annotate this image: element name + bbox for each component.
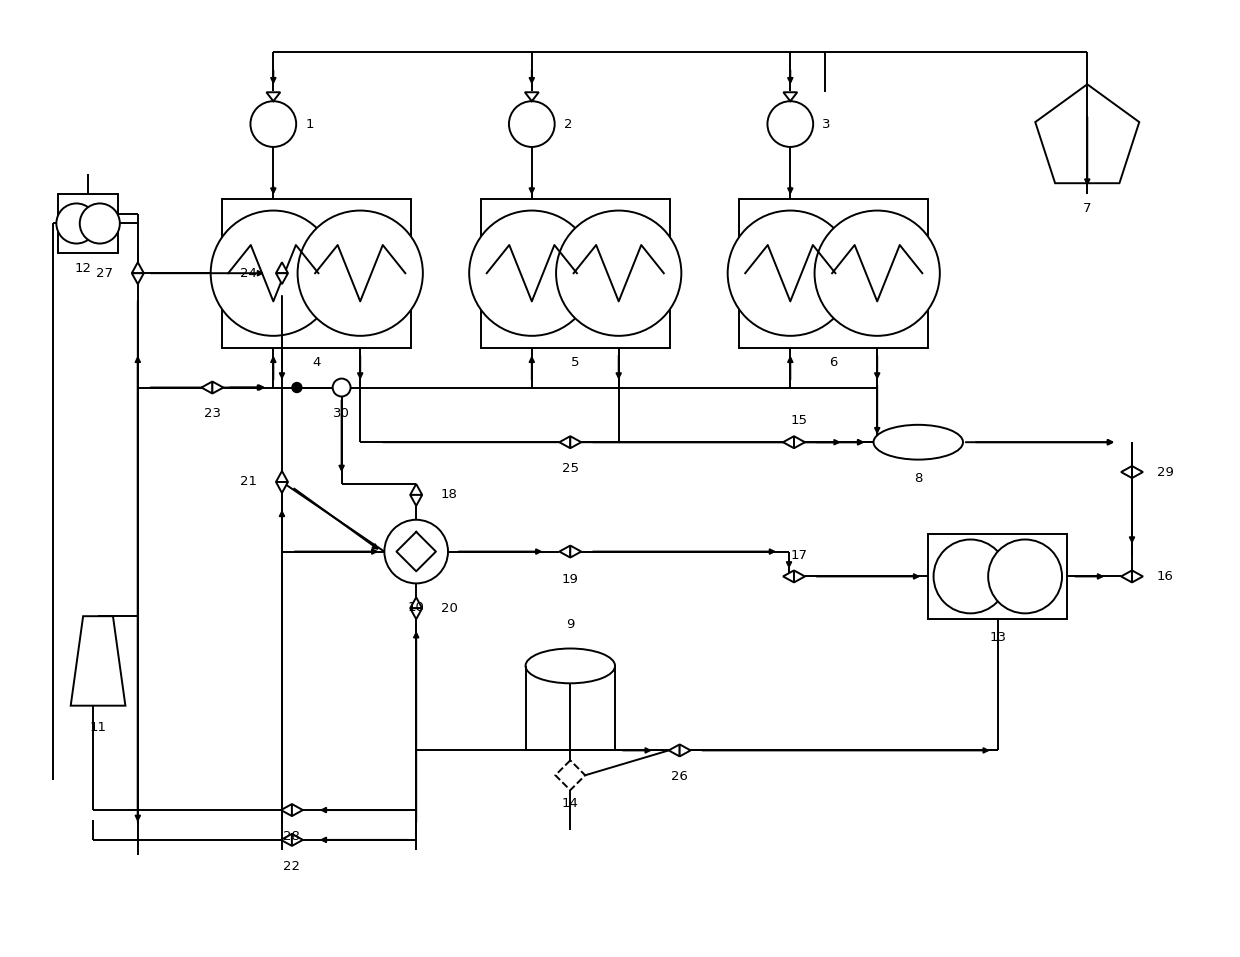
Text: 12: 12: [74, 261, 92, 275]
Text: 26: 26: [671, 770, 688, 783]
Polygon shape: [1035, 84, 1140, 183]
Text: 13: 13: [990, 631, 1007, 644]
Text: 30: 30: [334, 408, 350, 420]
Text: 24: 24: [241, 267, 257, 279]
Polygon shape: [559, 545, 570, 558]
Text: 17: 17: [790, 548, 807, 562]
Circle shape: [988, 540, 1061, 613]
Text: 11: 11: [89, 721, 107, 734]
Polygon shape: [277, 262, 288, 273]
Circle shape: [332, 379, 351, 396]
Circle shape: [250, 101, 296, 147]
Text: 25: 25: [562, 462, 579, 475]
Polygon shape: [1121, 466, 1132, 478]
Circle shape: [211, 211, 336, 336]
Polygon shape: [410, 484, 422, 495]
Polygon shape: [277, 471, 288, 482]
Polygon shape: [559, 436, 570, 448]
Bar: [222, 199, 412, 347]
Text: 10: 10: [408, 601, 424, 614]
Text: 20: 20: [441, 602, 458, 614]
Text: 29: 29: [1157, 465, 1174, 478]
Polygon shape: [782, 570, 794, 583]
Polygon shape: [71, 616, 125, 705]
Polygon shape: [1132, 570, 1143, 583]
Polygon shape: [277, 273, 288, 284]
Polygon shape: [131, 262, 144, 273]
Circle shape: [768, 101, 813, 147]
Polygon shape: [212, 382, 223, 393]
Bar: [481, 199, 670, 347]
Polygon shape: [410, 597, 422, 609]
Circle shape: [291, 383, 301, 392]
Polygon shape: [281, 804, 291, 816]
Circle shape: [469, 211, 594, 336]
Circle shape: [728, 211, 853, 336]
Text: 15: 15: [790, 414, 807, 427]
Polygon shape: [291, 834, 303, 846]
Text: 21: 21: [241, 476, 257, 488]
Polygon shape: [131, 273, 144, 284]
Bar: [739, 199, 929, 347]
Polygon shape: [281, 834, 291, 846]
Text: 22: 22: [284, 859, 300, 873]
Bar: [58, 193, 118, 254]
Text: 23: 23: [203, 408, 221, 420]
Circle shape: [384, 520, 448, 584]
Polygon shape: [668, 745, 680, 756]
Polygon shape: [680, 745, 691, 756]
Circle shape: [79, 204, 120, 243]
Ellipse shape: [873, 425, 963, 459]
Text: 9: 9: [567, 618, 574, 631]
Text: 3: 3: [822, 118, 831, 130]
Text: 8: 8: [914, 472, 923, 485]
Circle shape: [556, 211, 681, 336]
Circle shape: [508, 101, 554, 147]
Polygon shape: [277, 482, 288, 493]
Circle shape: [298, 211, 423, 336]
Text: 5: 5: [570, 356, 579, 369]
Text: 28: 28: [284, 830, 300, 843]
Polygon shape: [201, 382, 212, 393]
Text: 1: 1: [305, 118, 314, 130]
Text: 6: 6: [830, 356, 838, 369]
Polygon shape: [794, 570, 805, 583]
Text: 18: 18: [441, 488, 458, 501]
Polygon shape: [525, 92, 538, 101]
Polygon shape: [794, 436, 805, 448]
Polygon shape: [782, 436, 794, 448]
Polygon shape: [1121, 570, 1132, 583]
Text: 14: 14: [562, 797, 579, 811]
Text: 4: 4: [312, 356, 321, 369]
Circle shape: [56, 204, 97, 243]
Polygon shape: [570, 545, 582, 558]
Text: 2: 2: [564, 118, 572, 130]
Text: 19: 19: [562, 573, 579, 587]
Polygon shape: [291, 804, 303, 816]
Polygon shape: [267, 92, 280, 101]
Polygon shape: [410, 609, 422, 619]
Text: 7: 7: [1083, 202, 1091, 215]
Text: 16: 16: [1157, 570, 1174, 583]
Circle shape: [934, 540, 1007, 613]
Polygon shape: [410, 495, 422, 506]
Bar: [929, 534, 1068, 618]
Ellipse shape: [526, 649, 615, 683]
Polygon shape: [1132, 466, 1143, 478]
Polygon shape: [556, 761, 585, 790]
Text: 27: 27: [95, 267, 113, 279]
Circle shape: [815, 211, 940, 336]
Polygon shape: [570, 436, 582, 448]
Polygon shape: [784, 92, 797, 101]
